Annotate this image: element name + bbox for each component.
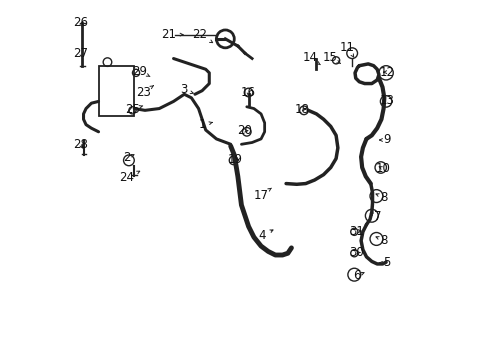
Text: 7: 7 [370,210,382,223]
Text: 8: 8 [376,191,387,204]
Text: 25: 25 [125,103,143,116]
Text: 30: 30 [349,246,364,259]
Text: 20: 20 [237,124,252,137]
Text: 21: 21 [161,28,183,41]
Text: 3: 3 [180,84,193,96]
Text: 28: 28 [73,138,88,151]
Text: 17: 17 [254,188,271,202]
Text: 2: 2 [122,151,134,165]
Bar [98,66,134,116]
Text: 14: 14 [302,51,320,65]
Text: 26: 26 [73,16,88,29]
Text: 5: 5 [380,256,391,269]
Text: 24: 24 [119,171,140,184]
Text: 29: 29 [132,64,150,77]
Text: 4: 4 [258,229,273,242]
Text: 11: 11 [340,41,355,57]
Text: 10: 10 [375,162,391,175]
Text: 16: 16 [241,86,256,99]
Text: 27: 27 [73,47,88,60]
Text: 13: 13 [380,94,394,107]
Text: 22: 22 [192,28,213,42]
Text: 19: 19 [227,153,243,166]
Text: 1: 1 [199,118,212,131]
Text: 12: 12 [380,66,394,78]
Text: 23: 23 [136,86,153,99]
Text: 18: 18 [294,103,310,116]
Text: 9: 9 [380,134,391,147]
Text: 15: 15 [322,51,340,64]
Text: 31: 31 [349,225,364,238]
Text: 8: 8 [376,234,387,247]
Text: 6: 6 [353,269,364,282]
